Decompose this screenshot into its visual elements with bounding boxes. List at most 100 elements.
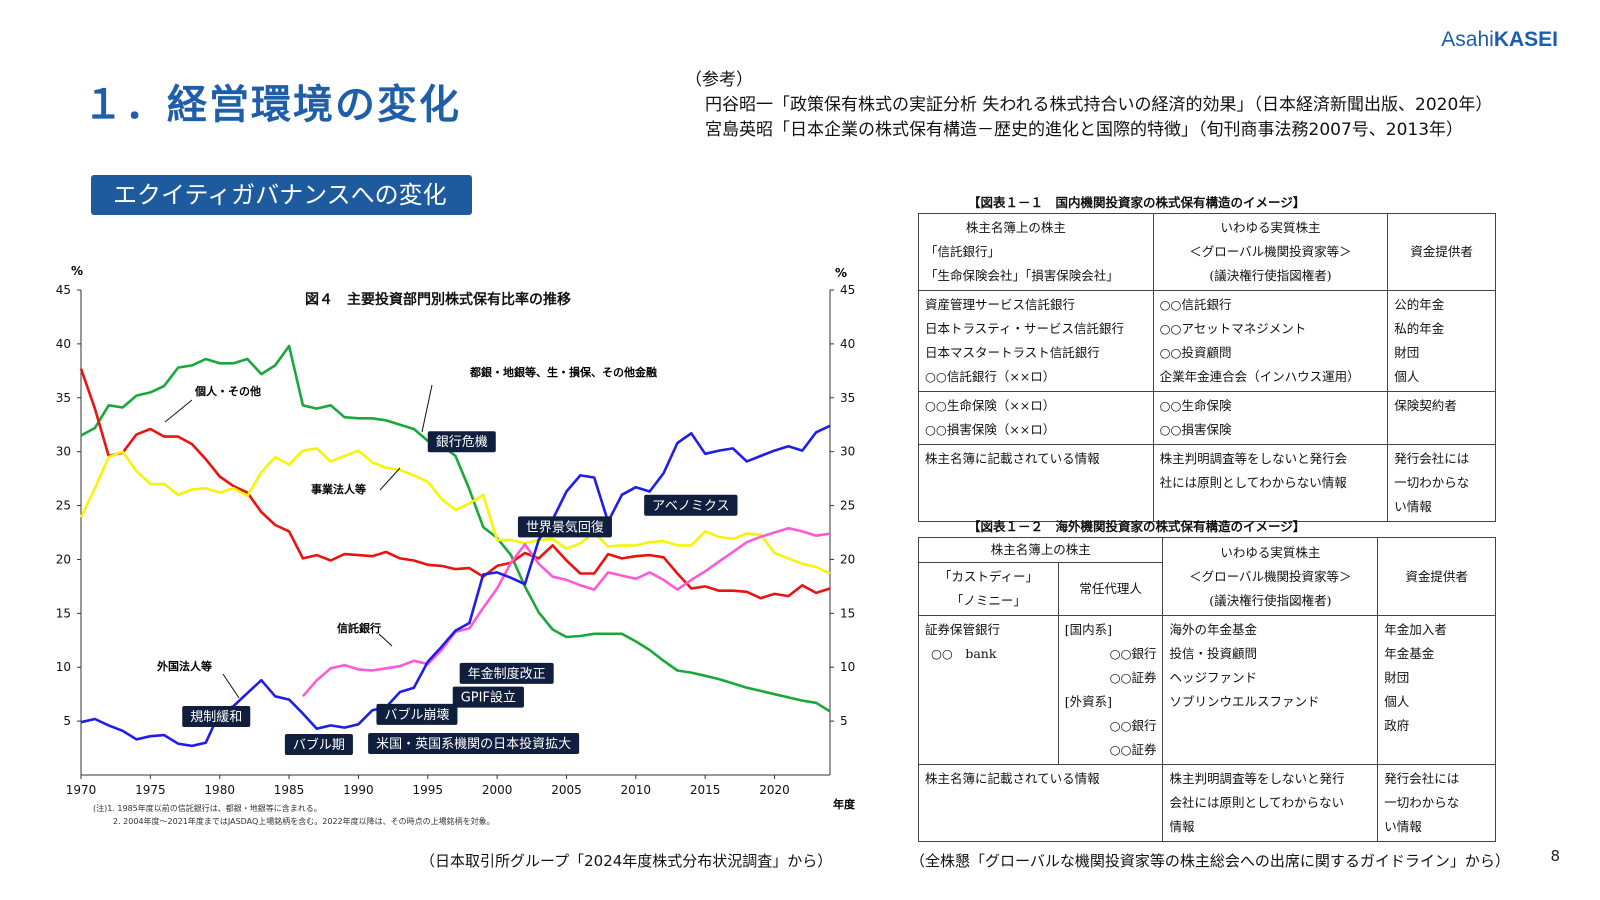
event-label-box — [376, 703, 458, 725]
cell-line: 公的年金 — [1394, 297, 1445, 312]
x-tick-label: 1985 — [274, 783, 305, 797]
table-cell: 株主名簿に記載されている情報 — [917, 764, 1164, 842]
cell-line: (議決権行使指図権者) — [1209, 268, 1332, 283]
event-label: 年金制度改正 — [459, 662, 554, 684]
y-tick-label: 30 — [840, 445, 855, 459]
page-title: １．経営環境の変化 — [83, 82, 461, 128]
cell-line: [国内系] — [1064, 622, 1113, 637]
table2-caption: 【図表１－２ 海外機関投資家の株式保有構造のイメージ】 — [968, 519, 1306, 534]
chart-title: 図４ 主要投資部門別株式保有比率の推移 — [305, 291, 571, 308]
table-row: ○○生命保険（××ロ） ○○損害保険（××ロ） ○○生命保険 ○○損害保険 保険… — [918, 391, 1496, 445]
event-label: 銀行危機 — [427, 431, 496, 453]
cell-line: 株主名簿に記載されている情報 — [925, 451, 1100, 466]
logo-part1: Asahi — [1441, 28, 1494, 51]
y-tick-label: 20 — [840, 552, 855, 566]
table-header-cell: 株主名簿上の株主 「信託銀行」 「生命保険会社」「損害保険会社」 — [918, 213, 1154, 291]
table-row: 資産管理サービス信託銀行 日本トラスティ・サービス信託銀行 日本マスタートラスト… — [918, 290, 1496, 392]
y-tick-label: 35 — [840, 391, 855, 405]
reference-block: （参考） 円谷昭一「政策保有株式の実証分析 失われる株式持合いの経済的効果」（日… — [685, 68, 1492, 143]
table-row: 株主名簿に記載されている情報 株主判明調査等をしないと発行 会社には原則としてわ… — [917, 764, 1496, 842]
event-label-text: 世界景気回復 — [526, 519, 604, 535]
cell-line: 個人 — [1394, 369, 1420, 384]
cell-line: ＜グローバル機関投資家等＞ — [1189, 244, 1352, 259]
x-tick-label: 1975 — [135, 783, 166, 797]
x-axis-label: 年度 — [833, 797, 856, 811]
x-tick-label: 1995 — [412, 783, 443, 797]
cell-line: 投信・投資顧問 — [1169, 646, 1257, 661]
cell-line: 年金基金 — [1384, 646, 1435, 661]
x-tick-label: 1980 — [204, 783, 235, 797]
cell-line: 株主名簿に記載されている情報 — [925, 771, 1100, 786]
event-label-box — [284, 734, 353, 756]
cell-line: 証券保管銀行 — [925, 622, 1001, 637]
y-tick-label: 20 — [56, 552, 71, 566]
series-line — [80, 424, 831, 748]
cell-line: [外資系] — [1064, 694, 1113, 709]
cell-line: 財団 — [1394, 345, 1420, 360]
event-label-box — [427, 431, 496, 453]
event-label-text: バブル崩壊 — [384, 707, 449, 723]
cell-line: い情報 — [1384, 819, 1422, 834]
y-tick-label: 5 — [840, 714, 848, 728]
table-cell: 海外の年金基金 投信・投資顧問 ヘッジファンド ソブリンウエルスファンド — [1162, 615, 1379, 765]
cell-line: 個人 — [1384, 694, 1410, 709]
y-tick-label: 35 — [56, 391, 71, 405]
cell-line: 海外の年金基金 — [1169, 622, 1257, 637]
logo-part2: KASEI — [1493, 28, 1558, 51]
cell-line: 株主判明調査等をしないと発行 — [1169, 771, 1345, 786]
cell-line: 私的年金 — [1394, 321, 1445, 336]
cell-line: ソブリンウエルスファンド — [1169, 694, 1320, 709]
table-cell: [国内系] ○○銀行 ○○証券 [外資系] ○○銀行 ○○証券 — [1057, 615, 1164, 765]
cell-line: 企業年金連合会（インハウス運用） — [1159, 369, 1360, 384]
cell-line: 株主名簿上の株主 — [965, 220, 1066, 235]
series-label-banks: 都銀・地銀等、生・損保、その他金融 — [469, 365, 657, 379]
y-tick-label: 40 — [840, 337, 855, 351]
x-tick-label: 2000 — [482, 783, 513, 797]
event-label: 米国・英国系機関の日本投資拡大 — [368, 732, 580, 754]
cell-line: ○○銀行 — [1109, 646, 1157, 661]
y-tick-label: 25 — [840, 499, 855, 513]
cell-line: い情報 — [1394, 499, 1432, 514]
cell-line: いわゆる実質株主 — [1220, 220, 1321, 235]
table-header-cell: 常任代理人 — [1057, 562, 1164, 616]
table-header-cell: いわゆる実質株主 ＜グローバル機関投資家等＞ (議決権行使指図権者) — [1152, 213, 1389, 291]
cell-line: ○○生命保険（××ロ） — [925, 398, 1056, 413]
table-header-cell: 資金提供者 — [1387, 213, 1496, 291]
cell-line: ○○生命保険 — [1159, 398, 1232, 413]
series-line — [79, 368, 831, 600]
cell-line: ○○信託銀行（××ロ） — [925, 369, 1056, 384]
series-label-corporations: 事業法人等 — [311, 482, 366, 496]
chart-note: (注)1. 1985年度以前の信託銀行は、都銀・地銀等に含まれる。 — [93, 803, 322, 813]
table-header-row: 「カストディー」 「ノミニー」 常任代理人 — [918, 562, 1496, 616]
y-tick-label: 40 — [56, 337, 71, 351]
cell-line: ○○損害保険（××ロ） — [925, 422, 1056, 437]
table-header-cell: 資金提供者 — [1377, 537, 1496, 616]
table-cell: 資産管理サービス信託銀行 日本トラスティ・サービス信託銀行 日本マスタートラスト… — [918, 290, 1154, 392]
table-cell: 株主名簿に記載されている情報 — [918, 444, 1154, 522]
cell-line: 一切わからな — [1384, 795, 1460, 810]
reference-line: 宮島英昭「日本企業の株式保有構造－歴史的進化と国際的特徴」（旬刊商事法務2007… — [705, 120, 1464, 140]
table1: 株主名簿上の株主 「信託銀行」 「生命保険会社」「損害保険会社」 いわゆる実質株… — [918, 213, 1496, 522]
reference-line: 円谷昭一「政策保有株式の実証分析 失われる株式持合いの経済的効果」（日本経済新聞… — [705, 95, 1493, 115]
series-label-trust-banks: 信託銀行 — [337, 621, 381, 635]
cell-line: ○○証券 — [1109, 670, 1157, 685]
chart-series — [79, 344, 831, 748]
x-tick-label: 2020 — [759, 783, 790, 797]
y-tick-label: 30 — [56, 445, 71, 459]
event-label: アベノミクス — [644, 494, 738, 516]
table-cell: 株主判明調査等をしないと発行会 社には原則としてわからない情報 — [1152, 444, 1389, 522]
table-header-cell: 「カストディー」 「ノミニー」 — [918, 562, 1059, 616]
cell-line: ○○損害保険 — [1159, 422, 1232, 437]
table-header-row: 株主名簿上の株主 「信託銀行」 「生命保険会社」「損害保険会社」 いわゆる実質株… — [918, 213, 1496, 291]
cell-line: いわゆる実質株主 — [1220, 544, 1321, 560]
event-label-box — [182, 706, 251, 728]
cell-line: 「生命保険会社」「損害保険会社」 — [925, 268, 1119, 283]
y-axis-unit-left: % — [71, 264, 83, 278]
event-label-box — [517, 516, 612, 538]
cell-line: 日本トラスティ・サービス信託銀行 — [925, 321, 1125, 336]
event-label-text: アベノミクス — [652, 499, 729, 514]
cell-line: ○○ bank — [931, 646, 997, 661]
event-label-text: 米国・英国系機関の日本投資拡大 — [376, 736, 571, 752]
